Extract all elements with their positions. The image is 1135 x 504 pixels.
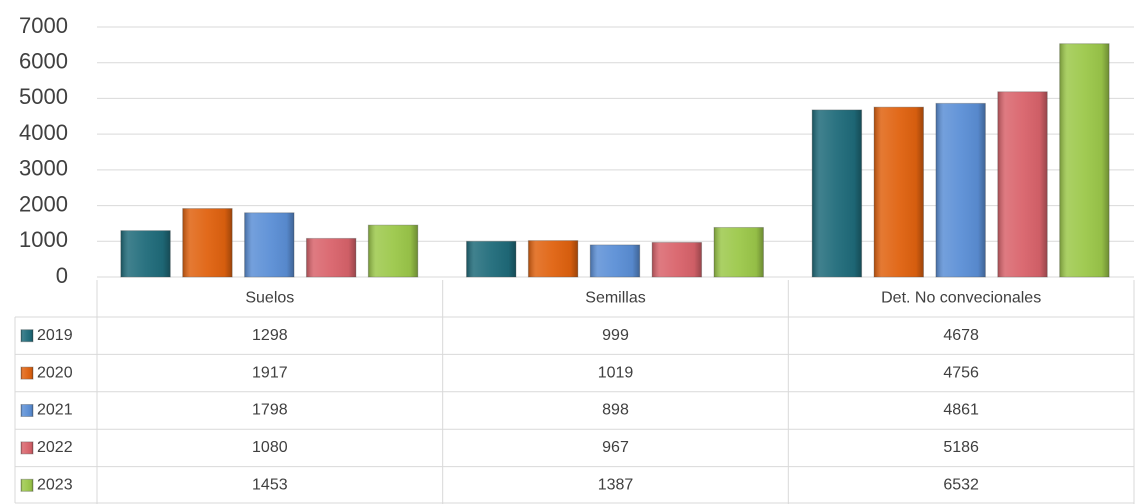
legend-label: 2020 — [37, 364, 73, 381]
table-value: 4756 — [943, 364, 979, 381]
category-label: Semillas — [585, 290, 645, 307]
table-value: 1798 — [252, 402, 288, 419]
bar — [305, 237, 357, 278]
bar — [935, 102, 986, 278]
table-value: 898 — [602, 402, 629, 419]
category-label: Suelos — [245, 290, 294, 307]
legend-key-shade — [21, 329, 33, 342]
table-value: 4678 — [943, 327, 979, 344]
bar — [811, 109, 863, 278]
y-tick-label: 5000 — [19, 84, 68, 109]
bar — [997, 91, 1048, 278]
y-tick-label: 1000 — [19, 227, 68, 252]
bar — [651, 241, 703, 278]
y-tick-label: 2000 — [19, 191, 68, 216]
table-value: 1387 — [598, 477, 634, 494]
legend-label: 2022 — [37, 439, 73, 456]
table-value: 5186 — [943, 439, 979, 456]
legend-key-shade — [21, 441, 33, 454]
category-label: Det. No convecionales — [881, 290, 1041, 307]
legend-label: 2019 — [37, 327, 73, 344]
y-tick-label: 3000 — [19, 156, 68, 181]
bar — [713, 226, 764, 278]
table-value: 1019 — [598, 364, 634, 381]
y-tick-label: 7000 — [19, 13, 68, 38]
table-value: 999 — [602, 327, 629, 344]
bar — [1059, 43, 1110, 278]
table-value: 1453 — [252, 477, 288, 494]
bar — [873, 106, 924, 278]
bar — [120, 230, 171, 278]
y-tick-label: 4000 — [19, 120, 68, 145]
bar — [244, 212, 295, 278]
bar — [182, 208, 233, 278]
table-value: 4861 — [943, 402, 979, 419]
table-value: 1080 — [252, 439, 288, 456]
bar — [527, 240, 579, 278]
bar — [589, 244, 641, 278]
legend-label: 2023 — [37, 477, 73, 494]
bar — [367, 224, 419, 278]
bar — [466, 240, 517, 278]
legend-key-shade — [21, 404, 33, 417]
table-value: 6532 — [943, 477, 979, 494]
legend-key-shade — [21, 367, 33, 380]
table-value: 1298 — [252, 327, 288, 344]
y-tick-label: 0 — [56, 263, 68, 288]
table-value: 1917 — [252, 364, 288, 381]
legend-key-shade — [21, 479, 33, 492]
legend-label: 2021 — [37, 402, 73, 419]
y-tick-label: 6000 — [19, 49, 68, 74]
table-value: 967 — [602, 439, 629, 456]
